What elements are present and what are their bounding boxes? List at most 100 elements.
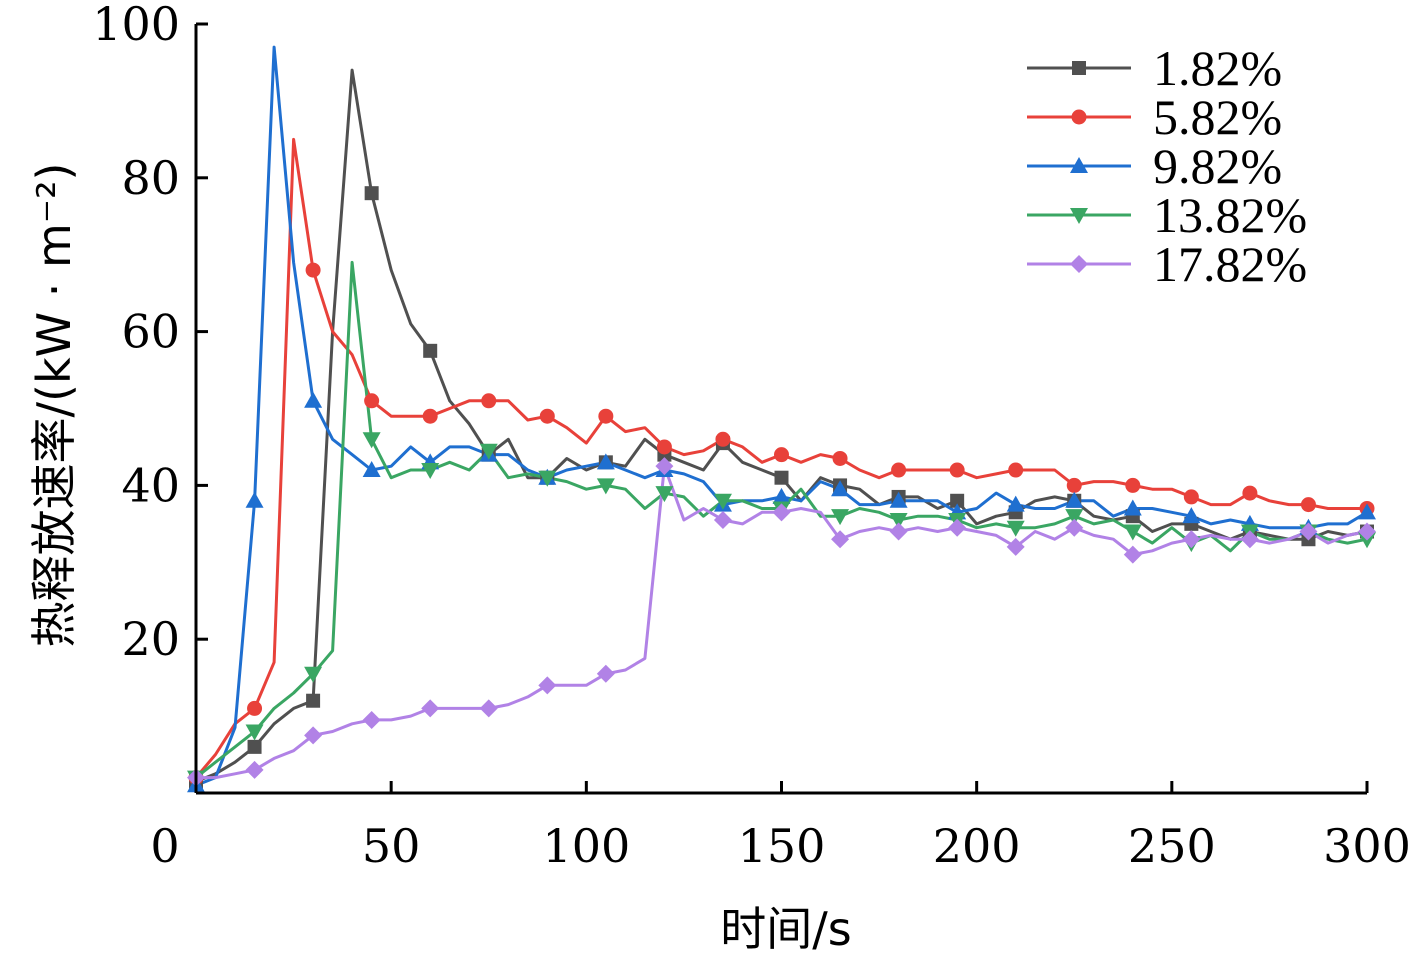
- y-axis-title: 热释放速率/(kW · m⁻²): [27, 163, 81, 648]
- data-point: [362, 461, 381, 478]
- data-point: [1066, 477, 1082, 493]
- plot-markers: [187, 186, 1376, 793]
- data-point: [1125, 477, 1141, 493]
- data-point: [421, 463, 440, 480]
- data-point: [1299, 522, 1318, 541]
- data-point: [245, 760, 264, 779]
- data-point: [304, 726, 323, 745]
- x-tick-label: 150: [738, 819, 826, 873]
- data-point: [304, 666, 323, 683]
- data-point: [1358, 522, 1376, 541]
- data-point: [247, 700, 263, 716]
- data-point: [362, 432, 381, 449]
- x-tick-label: 300: [1323, 819, 1411, 873]
- data-point: [772, 503, 791, 522]
- data-point: [1242, 485, 1258, 501]
- legend-marker: [1070, 255, 1088, 273]
- data-point: [1182, 507, 1201, 524]
- data-point: [1123, 524, 1142, 541]
- data-point: [245, 724, 264, 741]
- legend-label: 5.82%: [1153, 89, 1282, 145]
- data-point: [362, 710, 381, 729]
- data-point: [655, 486, 674, 503]
- data-point: [949, 462, 965, 478]
- legend-marker: [1070, 208, 1088, 224]
- data-point: [831, 509, 850, 526]
- data-point: [832, 450, 848, 466]
- data-point: [713, 511, 732, 530]
- y-tick-label: 80: [121, 151, 180, 205]
- data-point: [481, 393, 497, 409]
- data-point: [715, 431, 731, 447]
- x-axis-title: 时间/s: [720, 902, 851, 956]
- x-tick-label: 200: [933, 819, 1021, 873]
- data-point: [479, 443, 498, 460]
- x-ticks: 0 50 100 150 200 250 300: [150, 781, 1411, 873]
- data-point: [655, 457, 674, 476]
- data-point: [1358, 503, 1376, 520]
- legend-label: 1.82%: [1153, 40, 1282, 96]
- data-point: [831, 480, 850, 497]
- data-point: [1240, 530, 1259, 549]
- data-point: [713, 493, 732, 510]
- x-tick-label: 0: [150, 819, 179, 873]
- data-point: [596, 664, 615, 683]
- data-point: [1065, 518, 1084, 537]
- legend-label: 17.82%: [1153, 236, 1307, 292]
- legend: 1.82%5.82%9.82%13.82%17.82%: [1027, 40, 1307, 292]
- data-point: [596, 478, 615, 495]
- data-point: [245, 491, 264, 508]
- data-point: [538, 470, 557, 487]
- data-point: [479, 699, 498, 718]
- legend-marker: [1070, 157, 1088, 173]
- x-tick-label: 100: [542, 819, 630, 873]
- data-point: [1006, 520, 1025, 537]
- data-point: [891, 462, 907, 478]
- data-point: [423, 343, 438, 358]
- legend-label: 13.82%: [1153, 187, 1307, 243]
- data-point: [306, 693, 321, 708]
- legend-label: 9.82%: [1153, 138, 1282, 194]
- data-point: [1300, 497, 1316, 513]
- data-point: [422, 408, 438, 424]
- data-point: [1006, 495, 1025, 512]
- data-point: [1182, 530, 1201, 549]
- x-tick-label: 250: [1128, 819, 1216, 873]
- data-point: [364, 393, 380, 409]
- x-tick-label: 50: [362, 819, 421, 873]
- data-point: [364, 186, 379, 201]
- data-point: [1006, 537, 1025, 556]
- data-point: [1065, 491, 1084, 508]
- legend-marker: [1072, 61, 1086, 75]
- data-point: [1065, 509, 1084, 526]
- y-tick-label: 60: [121, 305, 180, 359]
- data-point: [889, 491, 908, 508]
- y-ticks: 20 40 60 80 100: [92, 0, 208, 666]
- data-point: [1123, 499, 1142, 516]
- data-point: [656, 439, 672, 455]
- data-point: [950, 493, 965, 508]
- data-point: [948, 518, 967, 537]
- data-point: [831, 530, 850, 549]
- data-point: [598, 408, 614, 424]
- data-point: [889, 513, 908, 530]
- data-point: [538, 676, 557, 695]
- y-tick-label: 20: [121, 612, 180, 666]
- y-tick-label: 100: [92, 0, 180, 51]
- data-point: [421, 699, 440, 718]
- data-point: [305, 262, 321, 278]
- data-point: [1123, 545, 1142, 564]
- data-point: [304, 391, 323, 408]
- data-point: [774, 447, 789, 463]
- data-point: [889, 522, 908, 541]
- data-point: [774, 470, 789, 485]
- data-point: [596, 453, 615, 470]
- data-point: [1008, 462, 1024, 478]
- legend-marker: [1071, 109, 1087, 125]
- data-point: [1183, 489, 1199, 505]
- data-point: [539, 408, 555, 424]
- data-point: [247, 739, 262, 754]
- y-tick-label: 40: [121, 458, 180, 512]
- data-point: [772, 487, 791, 504]
